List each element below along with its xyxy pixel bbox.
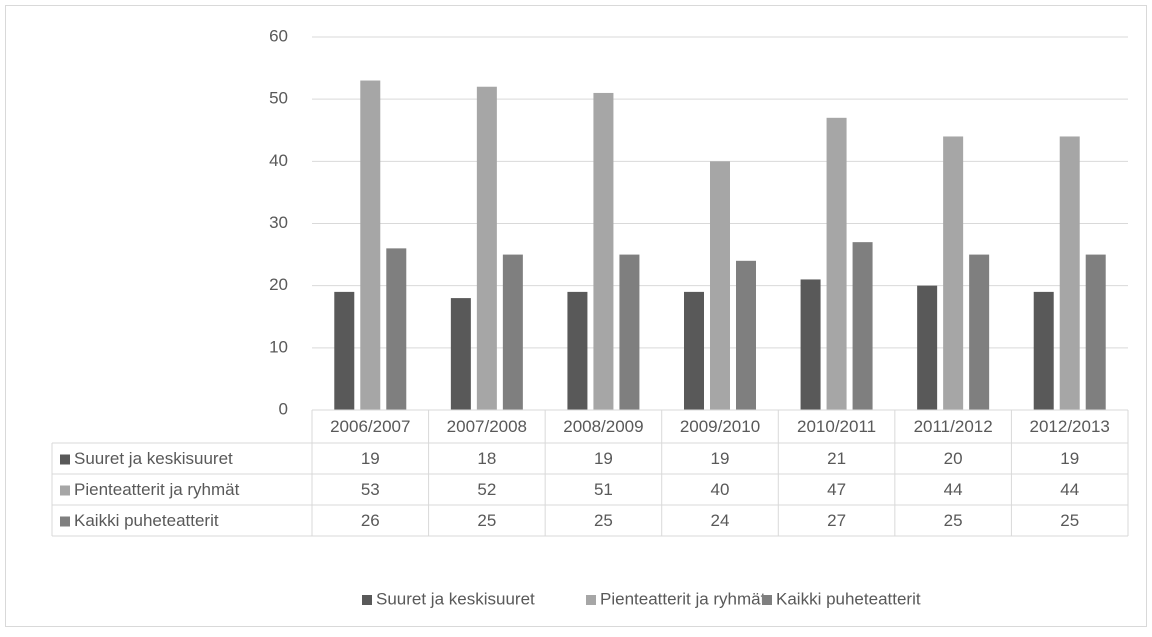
y-tick-label: 50 bbox=[269, 89, 288, 108]
bar bbox=[943, 136, 964, 410]
table-row-label: Suuret ja keskisuuret bbox=[74, 449, 233, 468]
legend-label: Pienteatterit ja ryhmät bbox=[600, 589, 766, 608]
bar bbox=[360, 80, 381, 411]
y-tick-label: 0 bbox=[279, 399, 288, 418]
bar bbox=[852, 242, 873, 410]
table-header: 2010/2011 bbox=[797, 417, 876, 436]
bar bbox=[917, 285, 938, 410]
table-row-label: Pienteatterit ja ryhmät bbox=[74, 480, 240, 499]
table-cell: 44 bbox=[1060, 480, 1079, 499]
table-header: 2012/2013 bbox=[1030, 417, 1110, 436]
bar bbox=[502, 254, 523, 410]
table-cell: 21 bbox=[827, 449, 846, 468]
table-header: 2009/2010 bbox=[680, 417, 760, 436]
table-cell: 27 bbox=[827, 511, 846, 530]
bar bbox=[969, 254, 990, 410]
legend-key bbox=[762, 595, 772, 605]
y-tick-label: 20 bbox=[269, 275, 288, 294]
table-header: 2008/2009 bbox=[563, 417, 643, 436]
table-legend-key bbox=[60, 516, 70, 527]
bar bbox=[450, 298, 471, 410]
table-cell: 51 bbox=[594, 480, 613, 499]
y-tick-label: 60 bbox=[269, 26, 288, 45]
bar bbox=[684, 291, 704, 410]
bar bbox=[476, 86, 497, 410]
table-cell: 25 bbox=[477, 511, 496, 530]
table-row-label: Kaikki puheteatterit bbox=[74, 511, 219, 530]
bar bbox=[826, 117, 847, 411]
table-cell: 18 bbox=[477, 449, 496, 468]
bar bbox=[567, 291, 588, 410]
bar bbox=[736, 260, 756, 410]
bar bbox=[1059, 136, 1080, 410]
table-header: 2007/2008 bbox=[447, 417, 527, 436]
table-legend-key bbox=[60, 454, 70, 465]
table-cell: 44 bbox=[944, 480, 963, 499]
legend-key bbox=[362, 595, 372, 605]
bar bbox=[334, 291, 355, 410]
table-cell: 53 bbox=[361, 480, 380, 499]
legend-key bbox=[586, 595, 596, 605]
table-cell: 19 bbox=[361, 449, 380, 468]
legend-label: Kaikki puheteatterit bbox=[776, 589, 921, 608]
bar bbox=[593, 92, 614, 410]
y-tick-label: 30 bbox=[269, 213, 288, 232]
table-cell: 20 bbox=[944, 449, 963, 468]
table-cell: 24 bbox=[711, 511, 730, 530]
table-cell: 26 bbox=[361, 511, 380, 530]
bar bbox=[1085, 254, 1106, 410]
table-cell: 25 bbox=[594, 511, 613, 530]
table-cell: 19 bbox=[594, 449, 613, 468]
table-cell: 25 bbox=[1060, 511, 1079, 530]
bar bbox=[1033, 291, 1054, 410]
table-legend-key bbox=[60, 485, 70, 496]
y-tick-label: 10 bbox=[269, 337, 288, 356]
y-tick-label: 40 bbox=[269, 151, 288, 170]
bar bbox=[619, 254, 640, 410]
table-cell: 47 bbox=[827, 480, 846, 499]
bar bbox=[386, 248, 407, 410]
table-header: 2006/2007 bbox=[330, 417, 410, 436]
table-cell: 25 bbox=[944, 511, 963, 530]
legend-label: Suuret ja keskisuuret bbox=[376, 589, 535, 608]
bar bbox=[800, 279, 821, 410]
table-cell: 52 bbox=[477, 480, 496, 499]
table-cell: 19 bbox=[711, 449, 730, 468]
table-cell: 40 bbox=[711, 480, 730, 499]
bar bbox=[710, 161, 730, 410]
table-header: 2011/2012 bbox=[914, 417, 993, 436]
table-cell: 19 bbox=[1060, 449, 1079, 468]
